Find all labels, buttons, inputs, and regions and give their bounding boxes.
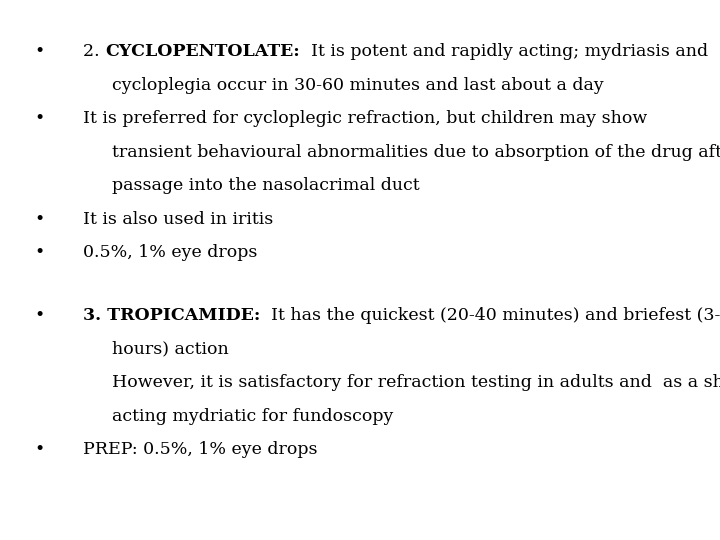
Text: 3. TROPICAMIDE:: 3. TROPICAMIDE: — [83, 307, 260, 324]
Text: It has the quickest (20-40 minutes) and briefest (3-6: It has the quickest (20-40 minutes) and … — [260, 307, 720, 324]
Text: It is also used in iritis: It is also used in iritis — [83, 211, 273, 227]
Text: cycloplegia occur in 30-60 minutes and last about a day: cycloplegia occur in 30-60 minutes and l… — [112, 77, 603, 93]
Text: PREP: 0.5%, 1% eye drops: PREP: 0.5%, 1% eye drops — [83, 441, 318, 458]
Text: •: • — [35, 43, 45, 60]
Text: It is preferred for cycloplegic refraction, but children may show: It is preferred for cycloplegic refracti… — [83, 110, 647, 127]
Text: 2.: 2. — [83, 43, 105, 60]
Text: •: • — [35, 307, 45, 324]
Text: •: • — [35, 441, 45, 458]
Text: transient behavioural abnormalities due to absorption of the drug after: transient behavioural abnormalities due … — [112, 144, 720, 160]
Text: •: • — [35, 211, 45, 227]
Text: passage into the nasolacrimal duct: passage into the nasolacrimal duct — [112, 177, 419, 194]
Text: •: • — [35, 110, 45, 127]
Text: hours) action: hours) action — [112, 341, 228, 357]
Text: 0.5%, 1% eye drops: 0.5%, 1% eye drops — [83, 244, 257, 261]
Text: It is potent and rapidly acting; mydriasis and: It is potent and rapidly acting; mydrias… — [300, 43, 708, 60]
Text: CYCLOPENTOLATE:: CYCLOPENTOLATE: — [105, 43, 300, 60]
Text: However, it is satisfactory for refraction testing in adults and  as a short: However, it is satisfactory for refracti… — [112, 374, 720, 391]
Text: acting mydriatic for fundoscopy: acting mydriatic for fundoscopy — [112, 408, 393, 424]
Text: •: • — [35, 244, 45, 261]
